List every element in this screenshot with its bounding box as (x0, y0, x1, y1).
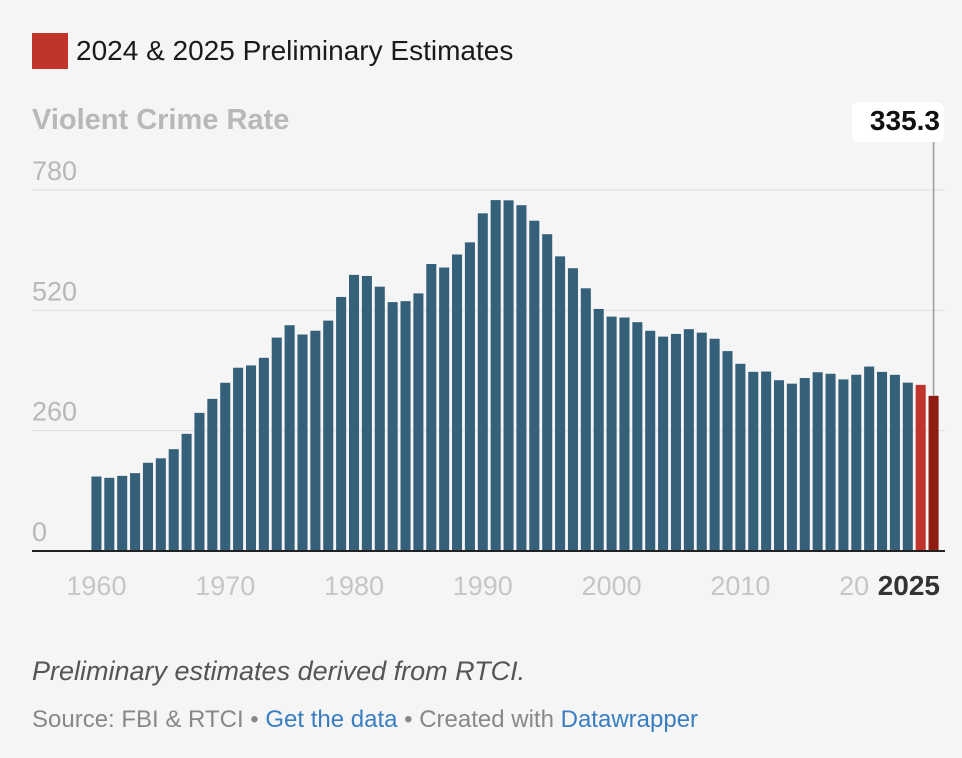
bar-1962 (117, 475, 128, 551)
bar-2017 (825, 373, 836, 551)
bar-1967 (181, 433, 192, 551)
bar-2018 (838, 379, 849, 551)
bar-2021 (877, 371, 888, 551)
bar-1971 (233, 367, 244, 551)
bar-1972 (245, 365, 257, 551)
separator: • (397, 706, 420, 733)
bar-2019 (851, 374, 862, 551)
bar-1977 (310, 330, 321, 551)
y-axis-title: Violent Crime Rate (32, 104, 289, 136)
bar-1965 (155, 458, 166, 551)
bar-1992 (503, 200, 514, 551)
bar-1984 (400, 301, 411, 551)
bar-2024 (915, 384, 926, 551)
bar-2013 (773, 380, 785, 551)
bar-2005 (670, 333, 682, 551)
bar-1976 (297, 334, 308, 551)
bar-1994 (529, 220, 540, 552)
bar-1963 (130, 473, 141, 551)
x-tick-label: 2010 (710, 571, 770, 601)
bar-1969 (207, 398, 218, 551)
bar-1975 (284, 325, 295, 551)
bar-1973 (258, 357, 269, 551)
bar-1990 (477, 213, 488, 551)
bar-2015 (799, 378, 810, 551)
bar-1960 (91, 476, 102, 551)
bar-2004 (658, 336, 669, 551)
y-tick-label: 780 (32, 156, 77, 186)
bar-2010 (735, 363, 746, 551)
bar-1986 (426, 264, 437, 551)
bar-1966 (168, 449, 179, 551)
bar-2003 (645, 330, 656, 551)
y-tick-label: 0 (32, 517, 47, 547)
legend-swatch (32, 33, 68, 69)
bar-1991 (490, 200, 501, 551)
y-tick-label: 260 (32, 397, 77, 427)
chart-note: Preliminary estimates derived from RTCI. (32, 656, 526, 686)
bar-1997 (567, 268, 578, 551)
bar-2002 (632, 322, 643, 551)
bar-2001 (619, 317, 630, 551)
bar-1961 (104, 477, 115, 551)
legend-label: 2024 & 2025 Preliminary Estimates (76, 35, 514, 66)
bar-1989 (464, 242, 475, 551)
bar-chart: Violent Crime Rate 0 260 520 780 1960 1970 1980… (32, 102, 945, 605)
bar-2000 (606, 316, 617, 551)
bar-2022 (889, 374, 900, 551)
bar-1996 (555, 256, 566, 551)
bar-1968 (194, 412, 205, 551)
x-tick-label: 1970 (195, 571, 255, 601)
get-data-link[interactable]: Get the data (265, 706, 398, 733)
bar-2014 (786, 383, 797, 551)
bar-1979 (336, 296, 347, 551)
bar-1980 (348, 274, 360, 551)
last-label-backdrop (868, 565, 944, 605)
y-tick-label: 520 (32, 276, 77, 306)
bar-1998 (580, 288, 591, 551)
bar-2006 (683, 329, 694, 551)
bar-1999 (593, 308, 604, 551)
bar-2012 (761, 371, 772, 551)
datawrapper-link[interactable]: Datawrapper (560, 706, 699, 733)
annotation-backdrop (852, 102, 944, 142)
bar-1978 (323, 320, 334, 551)
bar-1983 (387, 302, 398, 551)
bar-1985 (413, 293, 424, 551)
legend: 2024 & 2025 Preliminary Estimates (32, 33, 513, 69)
bar-2023 (902, 382, 913, 551)
bar-1974 (271, 337, 282, 551)
source-line: Source: FBI & RTCI • Get the data • Crea… (32, 706, 698, 734)
bar-2011 (748, 371, 759, 551)
bar-2007 (696, 332, 707, 551)
bar-1982 (374, 286, 385, 551)
x-tick-label: 1990 (453, 571, 513, 601)
bar-2025 (928, 395, 939, 551)
annotation-value: 335.3 (870, 105, 940, 136)
x-tick-label-last: 2025 (878, 570, 940, 601)
bar-1993 (516, 205, 527, 551)
bar-1970 (220, 382, 231, 551)
bar-1987 (439, 267, 450, 551)
bar-2016 (812, 372, 823, 551)
source-text: Source: FBI & RTCI (32, 706, 244, 733)
bar-1995 (542, 234, 553, 552)
separator: • (243, 706, 266, 733)
created-with-text: Created with (419, 706, 554, 733)
bar-2020 (864, 366, 875, 551)
x-tick-label: 1980 (324, 571, 384, 601)
bar-2008 (709, 338, 720, 551)
bar-1988 (452, 254, 463, 551)
bar-1964 (142, 462, 153, 551)
x-tick-label: 1960 (66, 571, 126, 601)
bar-2009 (722, 351, 733, 551)
bar-1981 (361, 275, 372, 551)
x-tick-label: 2000 (582, 571, 642, 601)
